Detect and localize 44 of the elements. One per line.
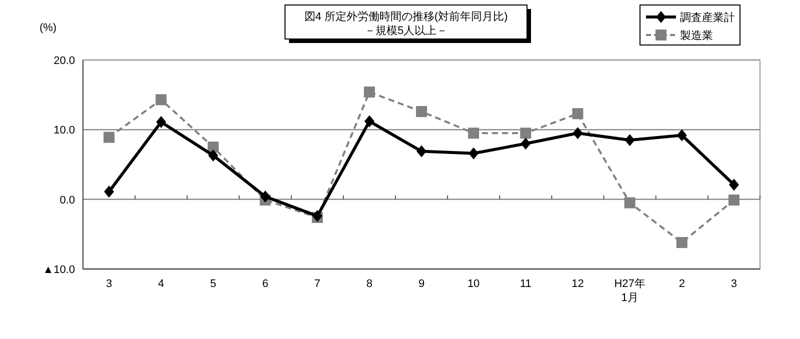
- point: [676, 237, 688, 248]
- x-tick-label: 11: [520, 278, 532, 290]
- point: [208, 149, 218, 162]
- legend-label: 製造業: [680, 29, 713, 42]
- point: [624, 197, 636, 208]
- x-tick-label: H27年 1月: [614, 278, 646, 304]
- y-tick-label: ▲10.0: [42, 264, 75, 276]
- legend-label: 調査産業計: [680, 11, 735, 24]
- point: [468, 128, 480, 139]
- x-tick-label: 4: [158, 278, 164, 290]
- point: [416, 145, 426, 158]
- x-tick-label: 2: [678, 278, 685, 290]
- x-tick-label: 5: [210, 278, 216, 290]
- point: [416, 106, 427, 118]
- x-tick-label: 7: [314, 278, 320, 290]
- x-tick-label: 12: [572, 278, 584, 290]
- point: [156, 116, 166, 128]
- x-tick-label: 3: [106, 278, 112, 290]
- y-tick-label: 10.0: [54, 124, 75, 137]
- point: [104, 186, 114, 198]
- point: [260, 190, 270, 203]
- point: [520, 128, 532, 139]
- point: [728, 194, 740, 206]
- x-tick-label: 8: [366, 278, 372, 290]
- point: [364, 115, 374, 128]
- chart-title: 図4 所定外労働時間の推移(対前年同月比): [304, 10, 508, 23]
- chart-subtitle: －規模5人以上－: [364, 24, 448, 37]
- point: [156, 94, 167, 106]
- point: [572, 127, 583, 140]
- y-axis-title: (%): [39, 22, 57, 34]
- point: [520, 138, 531, 150]
- point: [104, 132, 115, 143]
- x-tick-label: 9: [418, 278, 425, 290]
- point: [624, 134, 635, 146]
- x-tick-label: 6: [262, 278, 268, 290]
- point: [572, 108, 584, 120]
- point: [676, 129, 687, 142]
- point: [468, 147, 479, 160]
- point: [728, 178, 739, 191]
- point: [364, 86, 375, 98]
- y-tick-label: 20.0: [54, 55, 75, 67]
- x-tick-label: 10: [467, 278, 480, 290]
- x-tick-label: 3: [730, 278, 738, 290]
- y-tick-label: 0.0: [60, 194, 75, 206]
